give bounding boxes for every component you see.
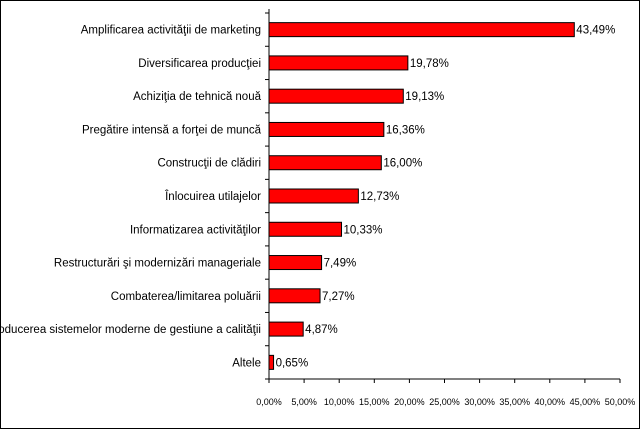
x-tick-label: 40,00% [535,397,566,407]
category-label: Informatizarea activităţilor [130,224,261,236]
bar [268,188,359,204]
data-label: 19,13% [405,91,444,103]
category-label: Restructurări şi modernizări manageriale [54,258,261,270]
bar [268,288,321,304]
bar [268,22,575,38]
category-label: Amplificarea activităţii de marketing [81,25,261,37]
data-label: 16,36% [386,124,425,136]
category-label: Altele [232,357,261,369]
category-label: Diversificarea producţiei [138,58,261,70]
x-tick-label: 15,00% [359,397,390,407]
bar [268,55,409,71]
x-tick-label: 45,00% [570,397,601,407]
category-label: Combaterea/limitarea poluării [111,291,261,303]
category-label: Construcţii de clădiri [157,158,261,170]
x-tick-label: 5,00% [291,397,317,407]
bar [268,155,382,171]
bar [268,321,304,337]
category-label: Înlocuirea utilajelor [164,190,261,203]
data-label: 10,33% [344,224,383,236]
bar [268,88,404,104]
data-label: 16,00% [383,158,422,170]
data-label: 4,87% [305,324,338,336]
data-label: 43,49% [576,25,615,37]
x-tick-label: 0,00% [256,397,282,407]
category-label: Introducerea sistemelor moderne de gesti… [1,324,261,336]
data-label: 7,27% [322,291,355,303]
x-tick-label: 10,00% [324,397,355,407]
data-label: 19,78% [410,58,449,70]
category-label: Pregătire intensă a forţei de muncă [82,124,262,136]
bar [268,354,275,370]
data-label: 0,65% [276,357,309,369]
x-tick-label: 25,00% [429,397,460,407]
bar [268,255,323,271]
x-tick-label: 20,00% [394,397,425,407]
category-label: Achiziţia de tehnică nouă [133,91,261,103]
bar [268,221,343,237]
data-label: 7,49% [324,258,357,270]
x-tick-label: 30,00% [464,397,495,407]
x-tick-label: 50,00% [605,397,636,407]
x-tick-label: 35,00% [499,397,530,407]
bar [268,121,385,137]
data-label: 12,73% [360,191,399,203]
